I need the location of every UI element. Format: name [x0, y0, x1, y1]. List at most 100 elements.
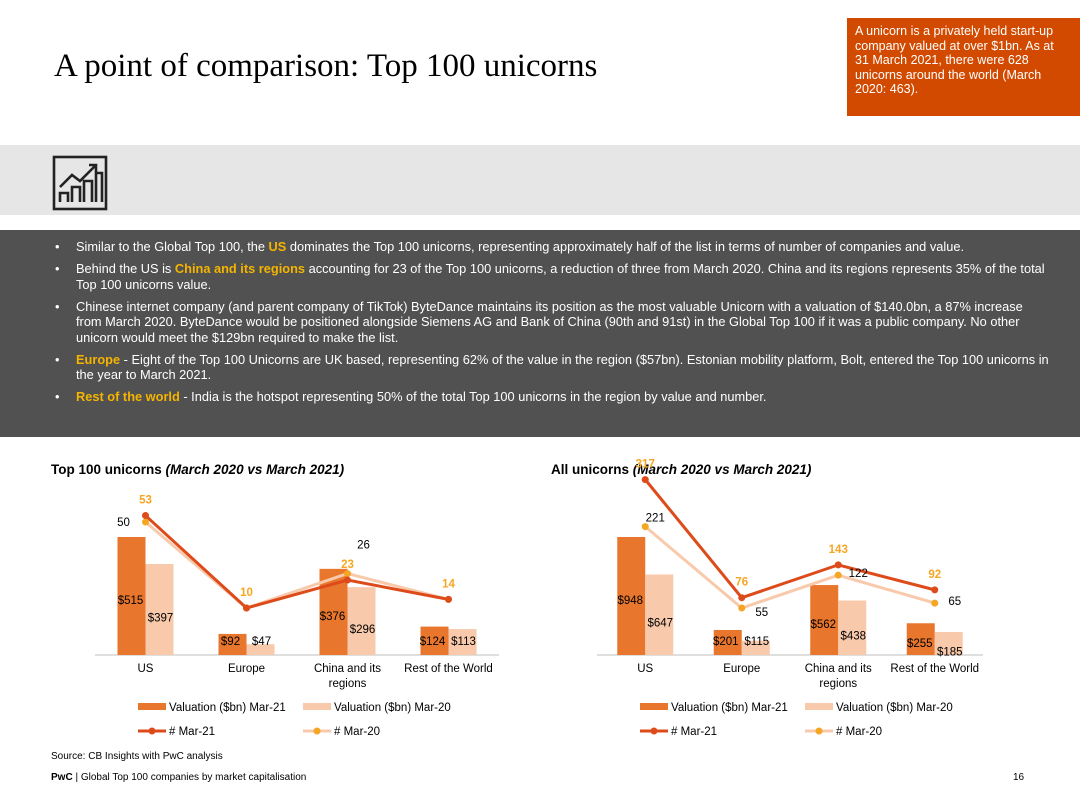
- chart-title-main: All unicorns: [551, 462, 633, 477]
- legend-label: # Mar-20: [836, 726, 882, 738]
- bar-mar20: [741, 640, 770, 655]
- legend-swatch-mar20-bar: [805, 703, 833, 710]
- bar-mar20: [645, 574, 674, 655]
- point-mar21: [142, 512, 149, 520]
- bar-label-mar20: $296: [350, 624, 376, 636]
- category-label: Rest of the World: [890, 663, 979, 675]
- bar-mar20: [347, 587, 376, 655]
- category-label: Rest of the World: [404, 663, 493, 675]
- bar-label-mar20: $113: [451, 636, 476, 648]
- bullet-text: dominates the Top 100 unicorns, represen…: [286, 239, 964, 254]
- point-mar20: [738, 604, 746, 612]
- bullet-highlight: China and its regions: [174, 261, 306, 276]
- bar-label-mar21: $948: [617, 595, 643, 607]
- point-mar21: [931, 586, 939, 594]
- category-label: China and its: [805, 663, 872, 675]
- legend-label: Valuation ($bn) Mar-20: [334, 702, 451, 714]
- line-label-mar21: 14: [442, 578, 455, 590]
- bullet-item: Similar to the Global Top 100, the US do…: [52, 239, 1050, 255]
- bullet-highlight: Europe: [76, 351, 121, 367]
- footer-brand: PwC: [51, 772, 73, 783]
- category-label: China and its: [314, 663, 381, 675]
- legend-label: # Mar-20: [334, 726, 380, 738]
- legend-marker-mar21: [650, 727, 658, 735]
- charts-area: Top 100 unicorns (March 2020 vs March 20…: [51, 459, 983, 738]
- line-label-mar21: 92: [928, 569, 941, 581]
- bar-label-mar21: $255: [907, 638, 933, 650]
- footer: PwC | Global Top 100 companies by market…: [51, 772, 306, 783]
- bar-mar21: [713, 629, 742, 655]
- point-mar20: [142, 518, 149, 526]
- point-mar21: [641, 476, 649, 484]
- bar-label-mar20: $397: [148, 613, 174, 625]
- bullet-item: Rest of the world - India is the hotspot…: [52, 389, 1050, 405]
- bar-mar21: [810, 585, 839, 655]
- line-label-mar21: 53: [139, 495, 152, 507]
- bullet-text: accounting for 23 of the Top 100 unicorn…: [76, 261, 1045, 292]
- footer-text: | Global Top 100 companies by market cap…: [72, 772, 307, 783]
- bar-label-mar21: $201: [713, 636, 739, 648]
- category-label: regions: [329, 678, 367, 690]
- legend-swatch-mar21-bar: [138, 703, 166, 710]
- point-mar21: [834, 561, 842, 569]
- bar-label-mar20: $438: [840, 631, 866, 643]
- icon-band: [0, 145, 1080, 215]
- line-mar20: [144, 520, 449, 610]
- point-mar20: [344, 570, 351, 578]
- legend-marker-mar21: [148, 727, 156, 735]
- category-label: US: [637, 663, 653, 675]
- unicorn-definition-callout: A unicorn is a privately held start-up c…: [847, 18, 1080, 116]
- bar-label-mar20: $47: [252, 636, 271, 648]
- chart-title-suffix: (March 2020 vs March 2021): [166, 462, 345, 477]
- category-label: Europe: [723, 663, 760, 675]
- chart-title-suffix: (March 2020 vs March 2021): [633, 462, 812, 477]
- bullet-highlight: US: [268, 239, 287, 254]
- bullet-text: Behind the US is: [76, 261, 175, 276]
- line-label-mar20: 50: [117, 517, 130, 529]
- line-label-mar20: 55: [755, 607, 768, 619]
- legend-marker-mar20: [313, 727, 321, 735]
- line-label-mar21: 317: [636, 459, 655, 471]
- line-mar20: [644, 525, 936, 610]
- category-label: US: [138, 663, 154, 675]
- page-number: 16: [1013, 772, 1025, 783]
- growth-chart-icon: [52, 155, 108, 211]
- line-label-mar21: 10: [240, 587, 253, 599]
- bar-label-mar20: $647: [647, 618, 673, 630]
- category-label: Europe: [228, 663, 265, 675]
- bar-label-mar20: $185: [937, 646, 963, 658]
- bullet-item: Behind the US is China and its regions a…: [52, 261, 1050, 292]
- point-mar20: [834, 571, 842, 579]
- legend-label: Valuation ($bn) Mar-21: [671, 702, 788, 714]
- legend-label: Valuation ($bn) Mar-20: [836, 702, 953, 714]
- line-mar21: [144, 514, 449, 610]
- bar-mar21: [906, 623, 935, 655]
- line-label-mar20: 65: [948, 596, 961, 608]
- chart-title-main: Top 100 unicorns: [51, 462, 166, 477]
- bar-mar21: [617, 537, 646, 655]
- bar-label-mar20: $115: [744, 636, 769, 648]
- legend-swatch-mar21-bar: [640, 703, 668, 710]
- bullet-item: Chinese internet company (and parent com…: [52, 299, 1050, 346]
- key-findings-panel: Similar to the Global Top 100, the US do…: [0, 230, 1080, 437]
- point-mar21: [445, 595, 452, 603]
- bar-label-mar21: $376: [320, 611, 346, 623]
- legend-label: Valuation ($bn) Mar-21: [169, 702, 286, 714]
- bullet-item: Europe - Eight of the Top 100 Unicorns a…: [52, 352, 1050, 383]
- line-mar21: [644, 478, 936, 600]
- line-label-mar20: 221: [646, 513, 665, 525]
- point-mar21: [243, 604, 250, 612]
- bullet-text: Chinese internet company (and parent com…: [76, 298, 1023, 345]
- legend-label: # Mar-21: [671, 726, 717, 738]
- bar-label-mar21: $562: [810, 619, 836, 631]
- line-label-mar20: 122: [849, 568, 868, 580]
- bar-mar20: [448, 629, 477, 655]
- bullet-text: Similar to the Global Top 100, the: [76, 239, 269, 254]
- bullet-text: - India is the hotspot representing 50% …: [179, 389, 767, 404]
- point-mar21: [344, 576, 351, 584]
- page-title: A point of comparison: Top 100 unicorns: [54, 48, 598, 84]
- bullet-list: Similar to the Global Top 100, the US do…: [52, 239, 1050, 405]
- line-label-mar21: 23: [341, 559, 354, 571]
- bar-mar21: [117, 537, 146, 655]
- chart-title: Top 100 unicorns (March 2020 vs March 20…: [51, 462, 345, 477]
